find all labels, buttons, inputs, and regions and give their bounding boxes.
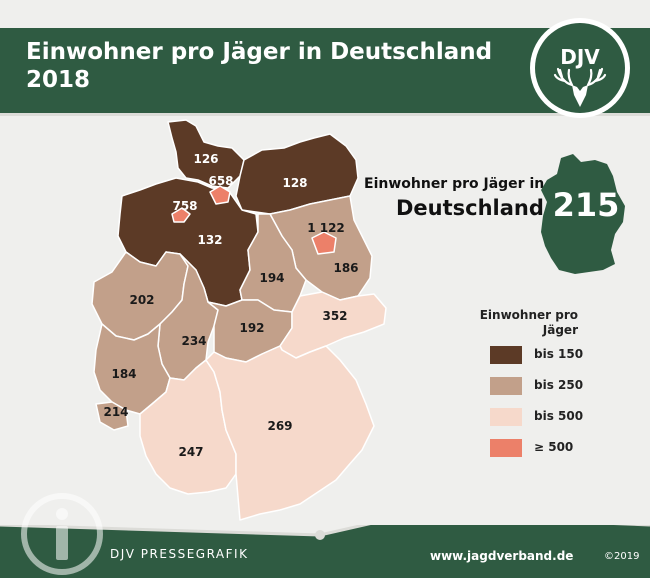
state-bremen xyxy=(171,207,191,223)
value-niedersachsen: 132 xyxy=(197,233,222,247)
footer-url[interactable]: www.jagdverband.de xyxy=(430,549,574,563)
legend-label: ≥ 500 xyxy=(534,440,574,454)
legend-swatch xyxy=(490,346,522,364)
national-value: 215 xyxy=(552,186,620,224)
value-baden-wuerttemberg: 247 xyxy=(178,445,203,459)
state-berlin xyxy=(311,231,337,255)
title-line-1: Einwohner pro Jäger in Deutschland xyxy=(26,39,493,65)
national-label: Einwohner pro Jäger in xyxy=(364,176,545,192)
value-mecklenburg-vorpommern: 128 xyxy=(282,176,307,190)
value-hamburg: 658 xyxy=(208,174,233,188)
deer-antler-icon xyxy=(553,67,607,107)
legend-swatch xyxy=(490,439,522,457)
legend-swatch xyxy=(490,408,522,426)
footer-bar xyxy=(0,525,650,578)
national-country: Deutschland xyxy=(396,196,544,220)
title-line-2: 2018 xyxy=(26,67,91,93)
state-bayern xyxy=(205,345,375,521)
logo-badge: DJV xyxy=(535,23,625,113)
footer-copyright: ©2019 xyxy=(604,551,640,562)
state-saarland xyxy=(95,401,129,431)
legend-label: bis 150 xyxy=(534,347,584,361)
legend-title: Einwohner pro Jäger xyxy=(479,308,578,337)
value-brandenburg: 186 xyxy=(333,261,358,275)
footer-publisher: DJV PRESSEGRAFIK xyxy=(110,547,249,561)
value-bayern: 269 xyxy=(267,419,292,433)
legend-swatch xyxy=(490,377,522,395)
value-nordrhein-westfalen: 202 xyxy=(129,293,154,307)
value-schleswig-holstein: 126 xyxy=(193,152,218,166)
value-berlin: 1 122 xyxy=(307,221,345,235)
value-sachsen: 352 xyxy=(322,309,347,323)
page-title: Einwohner pro Jäger in Deutschland 2018 xyxy=(26,38,492,94)
logo-text: DJV xyxy=(560,45,600,69)
value-hessen: 234 xyxy=(181,334,206,348)
value-saarland: 214 xyxy=(103,405,128,419)
value-bremen: 758 xyxy=(172,199,197,213)
djv-logo: DJV xyxy=(530,18,630,118)
info-icon xyxy=(21,493,103,575)
legend-label: bis 500 xyxy=(534,409,584,423)
value-rheinland-pfalz: 184 xyxy=(111,367,136,381)
state-hamburg xyxy=(209,185,231,205)
germany-silhouette-icon xyxy=(541,154,625,274)
header-divider xyxy=(0,113,650,116)
state-schleswig-holstein xyxy=(167,119,245,189)
value-sachsen-anhalt: 194 xyxy=(259,271,284,285)
value-thueringen: 192 xyxy=(239,321,264,335)
legend-label: bis 250 xyxy=(534,378,584,392)
